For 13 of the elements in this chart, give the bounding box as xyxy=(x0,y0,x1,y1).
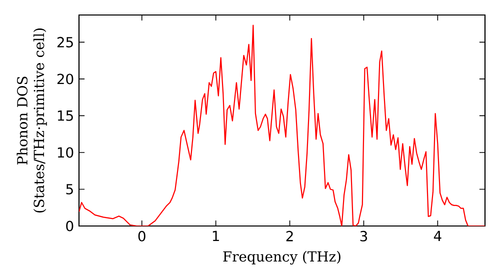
x-tick-label: 3 xyxy=(360,230,368,242)
y-axis-title: Phonon DOS (States/THz·primitive cell) xyxy=(16,28,47,212)
y-tick-label: 5 xyxy=(66,184,73,194)
y-tick-label: 25 xyxy=(57,36,73,48)
y-tick-label: 15 xyxy=(58,110,73,121)
x-tick-label: 2 xyxy=(286,230,293,242)
y-tick-label: 0 xyxy=(66,220,74,232)
y-tick-label: 20 xyxy=(57,74,74,84)
x-tick-label: 0 xyxy=(138,230,146,242)
y-tick-label: 10 xyxy=(58,147,74,158)
x-tick-label: 4 xyxy=(434,230,442,242)
x-tick-label: 1 xyxy=(212,230,219,242)
x-axis-title: Frequency (THz) xyxy=(223,250,340,265)
